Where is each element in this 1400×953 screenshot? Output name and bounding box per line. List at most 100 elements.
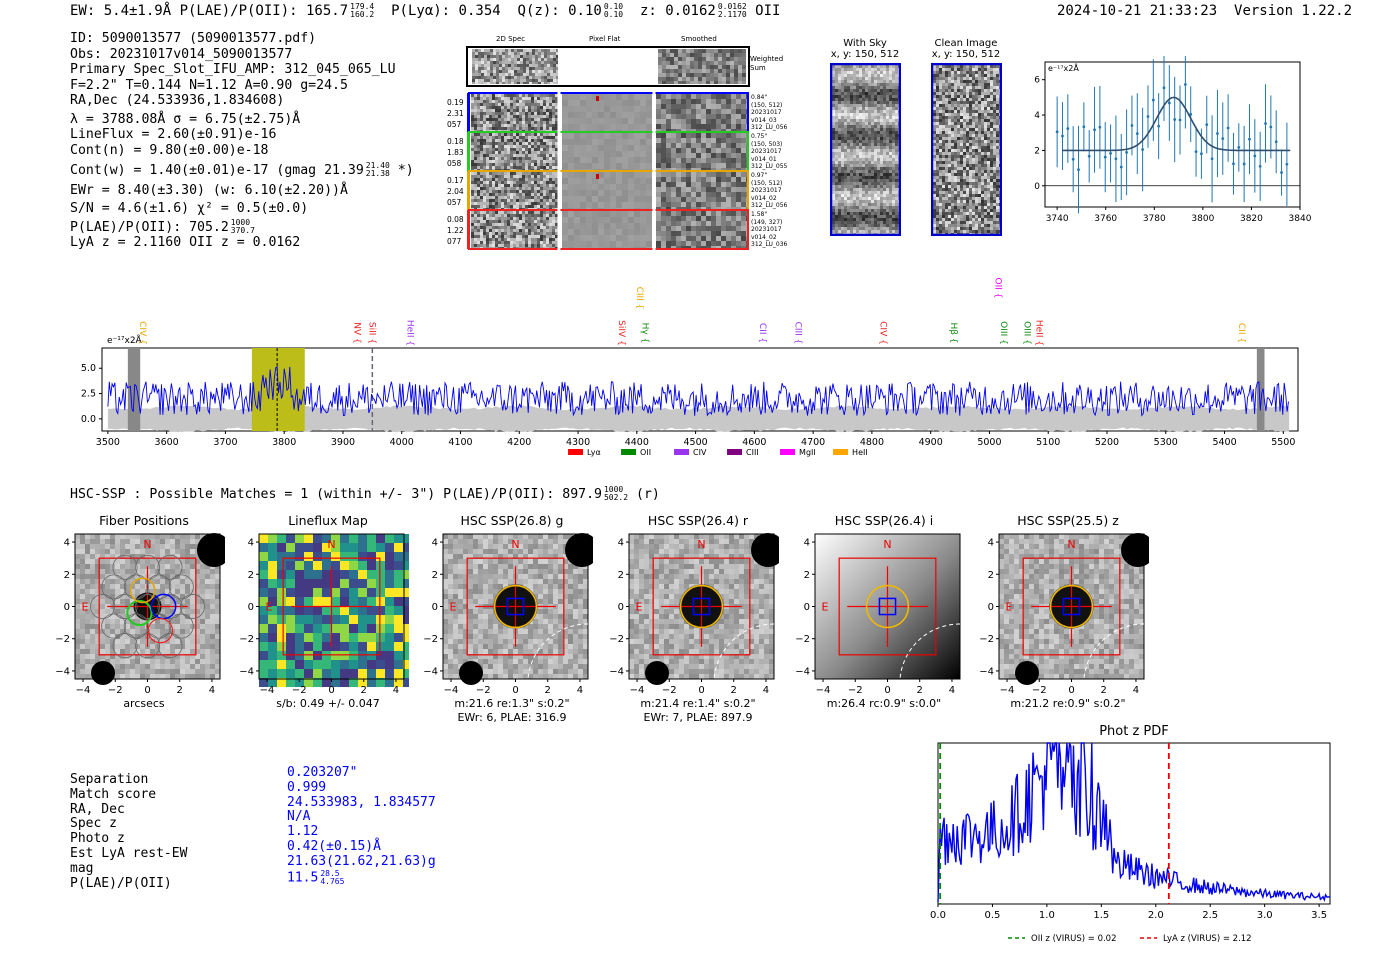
- spectrum-xtick: 5300: [1154, 437, 1178, 448]
- spectrum-xtick: 3700: [213, 437, 237, 448]
- hsc-xtick: −2: [108, 685, 123, 696]
- cutout-row-right-label: 0.75" (150, 503) 20231017 v014_01 312_LU_055: [751, 133, 788, 171]
- hsc-panel-caption: m:21.2 re:0.9" s:0.2": [1010, 697, 1126, 710]
- sky-title: With Sky x, y: 150, 512: [830, 38, 900, 60]
- hsc-xtick: 0: [144, 685, 150, 696]
- source-ellipse: [865, 584, 910, 629]
- spectrum-xtick: 3800: [272, 437, 296, 448]
- neighbor-outline: [713, 623, 775, 680]
- weighted-smooth-noise: [658, 49, 746, 84]
- hsc-xtick: 4: [577, 685, 583, 696]
- hsc-xtick: 2: [361, 685, 367, 696]
- detection-info: ID: 5090013577 (5090013577.pdf) Obs: 202…: [70, 31, 414, 251]
- qz-bounds: 0.10 0.10: [603, 2, 624, 19]
- pixel-flat-noise: [562, 211, 652, 248]
- match-value: 0.999: [287, 779, 327, 795]
- lineflux-map-cells: [259, 534, 409, 687]
- photz-xtick: 1.5: [1093, 910, 1109, 921]
- hsc-ytick: −2: [609, 634, 624, 645]
- legend-lya: LyA z (VIRUS) = 2.12: [1163, 934, 1252, 944]
- cutout-row-left-label: 0.08 1.22 077: [447, 215, 464, 246]
- hsc-ytick: 2: [248, 570, 254, 581]
- match-value: N/A: [287, 809, 311, 825]
- hsc-xtick: 4: [949, 685, 955, 696]
- legend-swatch: [621, 449, 637, 455]
- emission-line-label: CII {: [1236, 323, 1246, 343]
- match-label: mag: [70, 860, 94, 876]
- hsc-ytick: 0: [248, 602, 254, 613]
- spectrum-line: [107, 365, 1289, 417]
- emission-line-label: Hγ {: [640, 323, 650, 344]
- photz-legend: OII z (VIRUS) = 0.02 LyA z (VIRUS) = 2.12: [1008, 934, 1252, 944]
- hsc-ytick: 4: [64, 538, 70, 549]
- emission-line-label: CIII {: [793, 322, 803, 345]
- info-primary: Primary Spec_Slot_IFU_AMP: 312_045_065_L…: [70, 62, 396, 77]
- row-smooth-noise: [656, 172, 747, 209]
- fiber-square: [1062, 597, 1081, 616]
- cutout-row-left-label: 0.18 1.83 058: [447, 137, 464, 168]
- noise-band: [107, 405, 1290, 433]
- cutout-row: [467, 131, 749, 172]
- north-label: N: [883, 538, 891, 551]
- info-radec: RA,Dec (24.533936,1.834608): [70, 93, 285, 108]
- hsc-panel-image: N E −4 −4 −2 −2 0 0 2 2 4 4: [609, 533, 779, 696]
- aperture-box: [466, 557, 565, 656]
- match-label: Est LyA rest-EW: [70, 845, 188, 861]
- hsc-panel-image: N E −4 −4 −2 −2 0 0 2 2 4 4: [55, 533, 225, 696]
- neighbor-outline: [899, 623, 961, 680]
- hsc-xtick: 2: [731, 685, 737, 696]
- aperture-box: [282, 557, 381, 656]
- neighbor-outline: [1083, 623, 1145, 680]
- spectrum-xtick: 5400: [1212, 437, 1236, 448]
- aperture-box: [838, 557, 937, 656]
- hsc-xtick: −2: [848, 685, 863, 696]
- hsc-xtick: −2: [1032, 685, 1047, 696]
- weighted-2d-noise: [472, 49, 558, 84]
- hsc-ytick: 0: [432, 602, 438, 613]
- header-datetime: 2024-10-21 21:33:23 Version 1.22.2: [1057, 3, 1352, 19]
- sky-stripes: [832, 65, 901, 236]
- legend-label: OII: [640, 448, 651, 457]
- match-value: 24.533983, 1.834577: [287, 794, 436, 810]
- cutout-row-left-label: 0.17 2.04 057: [447, 176, 464, 207]
- legend-swatch: [568, 449, 584, 455]
- info-ewr: EWr = 8.40(±3.30) (w: 6.10(±2.20))Å: [70, 182, 348, 198]
- hsc-xtick: 0: [328, 685, 334, 696]
- photz-pdf-line: [937, 742, 1330, 903]
- row-smooth-noise: [656, 133, 747, 170]
- match-value: 0.203207": [287, 765, 358, 780]
- z-line-text: OII: [755, 3, 781, 19]
- fit-ylabel: e⁻¹⁷x2Å: [1048, 62, 1079, 73]
- match-value: 1.12: [287, 824, 319, 840]
- hsc-panel-image: N E −4 −4 −2 −2 0 0 2 2 4 4: [423, 533, 593, 696]
- plya-text: P(Lyα): 0.354: [391, 3, 501, 19]
- spectrum-ylabel: e⁻¹⁷x2Å: [107, 334, 143, 346]
- hsc-panel-title: HSC SSP(25.5) z: [1017, 513, 1119, 528]
- spectrum-xtick: 5000: [977, 437, 1001, 448]
- match-label: RA, Dec: [70, 801, 125, 817]
- hsc-noise: [443, 534, 588, 679]
- fit-xtick: 3780: [1143, 214, 1166, 224]
- hsc-ytick: −2: [423, 634, 438, 645]
- photz-xtick: 0.0: [930, 910, 946, 921]
- spectrum-xtick: 5200: [1095, 437, 1119, 448]
- fit-ytick: 4: [1034, 111, 1040, 121]
- hsc-ytick: 0: [618, 602, 624, 613]
- match-value: 0.42(±0.15)Å: [287, 838, 381, 854]
- row-color-bar: [467, 132, 470, 171]
- hsc-noise: [999, 534, 1144, 679]
- hsc-ytick: −4: [423, 666, 438, 677]
- hsc-xtick: −4: [1000, 685, 1015, 696]
- neighbor-source: [91, 661, 115, 685]
- info-plae: P(LAE)/P(OII): 705.2 1000 370.7: [70, 217, 255, 235]
- fit-xtick: 3740: [1046, 214, 1069, 224]
- north-label: N: [143, 538, 151, 551]
- row-2d-noise: [471, 133, 558, 170]
- spectrum-xtick: 5500: [1271, 437, 1295, 448]
- north-label: N: [511, 538, 519, 551]
- info-lineflux: LineFlux = 2.60(±0.91)e-16: [70, 127, 277, 142]
- emission-line-label: OII {: [992, 278, 1002, 298]
- fit-ytick: 2: [1034, 146, 1040, 156]
- weighted-sum-label: Weighted Sum: [750, 55, 784, 72]
- fiber-circles: [90, 554, 205, 659]
